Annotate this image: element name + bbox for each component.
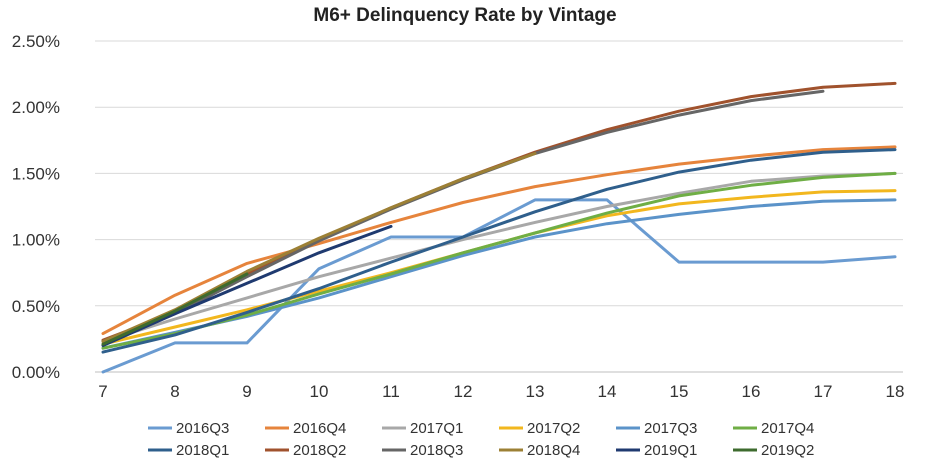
- legend-entry-2019q1: 2019Q1: [644, 442, 697, 459]
- x-tick-label: 17: [814, 382, 833, 401]
- y-axis-tick-labels: 0.00% 0.50% 1.00% 1.50% 2.00% 2.50%: [12, 32, 60, 382]
- x-tick-label: 15: [670, 382, 689, 401]
- legend-entry-2018q4: 2018Q4: [527, 442, 580, 459]
- x-axis-tick-labels: 7 8 9 10 11 12 13 14 15 16 17 18: [98, 382, 904, 401]
- series-line-2019q2: [101, 272, 249, 346]
- legend-entry-2018q2: 2018Q2: [293, 442, 346, 459]
- series-line-2017q4: [101, 171, 897, 350]
- y-tick-label: 1.00%: [12, 231, 60, 250]
- series-line-2018q3: [101, 89, 825, 343]
- legend-entry-2016q3: 2016Q3: [176, 420, 229, 437]
- x-tick-label: 16: [742, 382, 761, 401]
- legend-entry-2016q4: 2016Q4: [293, 420, 346, 437]
- x-tick-label: 12: [454, 382, 473, 401]
- chart-title: M6+ Delinquency Rate by Vintage: [313, 5, 616, 26]
- x-tick-label: 14: [598, 382, 617, 401]
- series-line-2016q4: [101, 145, 897, 336]
- grid-lines: [95, 40, 903, 373]
- series-lines: [101, 81, 897, 374]
- legend-entry-2017q2: 2017Q2: [527, 420, 580, 437]
- series-line-2018q2: [101, 81, 897, 342]
- y-tick-label: 2.00%: [12, 98, 60, 117]
- series-line-2016q3: [101, 198, 897, 374]
- x-tick-label: 11: [382, 382, 400, 401]
- x-tick-label: 8: [170, 382, 179, 401]
- x-tick-label: 7: [98, 382, 107, 401]
- y-tick-label: 1.50%: [12, 164, 60, 183]
- legend-entry-2018q3: 2018Q3: [410, 442, 463, 459]
- legend-entry-2018q1: 2018Q1: [176, 442, 229, 459]
- legend: 2016Q3 2016Q4 2017Q1 2017Q2 2017Q3 2017Q4 2018…: [148, 420, 814, 459]
- y-tick-label: 0.00%: [12, 363, 60, 382]
- series-line-2019q1: [101, 224, 393, 347]
- x-tick-label: 13: [526, 382, 545, 401]
- y-tick-label: 2.50%: [12, 32, 60, 51]
- legend-entry-2017q4: 2017Q4: [761, 420, 814, 437]
- x-tick-label: 9: [242, 382, 251, 401]
- x-tick-label: 10: [310, 382, 329, 401]
- legend-entry-2017q3: 2017Q3: [644, 420, 697, 437]
- y-tick-label: 0.50%: [12, 297, 60, 316]
- series-line-2017q1: [101, 171, 897, 343]
- x-tick-label: 18: [886, 382, 905, 401]
- legend-entry-2017q1: 2017Q1: [410, 420, 463, 437]
- legend-entry-2019q2: 2019Q2: [761, 442, 814, 459]
- series-line-2018q1: [101, 148, 897, 354]
